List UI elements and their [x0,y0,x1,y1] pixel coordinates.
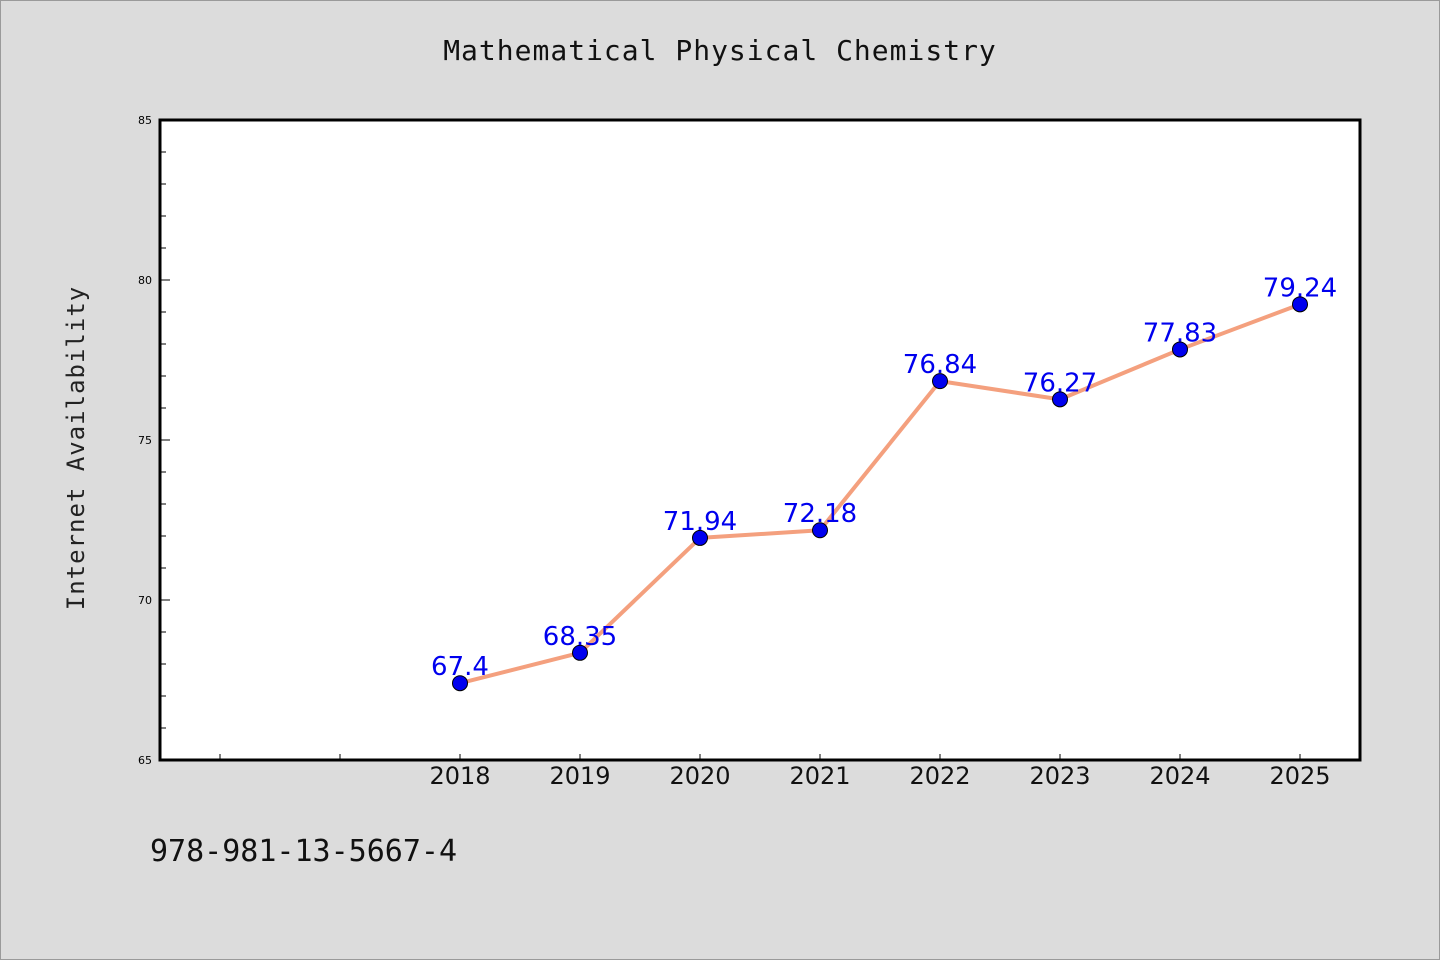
data-point [1052,391,1068,408]
data-point [572,644,588,661]
data-point [1292,296,1308,313]
x-tick-label: 2020 [669,762,730,790]
data-label: 71.94 [663,507,737,537]
data-point [452,675,468,692]
data-point [692,529,708,546]
series-line [458,302,1302,686]
x-tick-label: 2022 [909,762,970,790]
x-tick-label: 2021 [789,762,850,790]
data-label: 67.4 [431,652,489,682]
series-group: 67.4 68.35 71.94 72.18 76.84 76.27 77.83 79.24 [431,273,1337,692]
x-tick-label: 2023 [1029,762,1090,790]
y-axis: 65 70 75 80 85 [138,114,170,767]
x-tick-label: 2018 [429,762,490,790]
y-tick-label: 85 [138,114,152,127]
data-label: 76.84 [903,350,977,380]
data-label: 79.24 [1263,273,1337,303]
data-point [932,373,948,390]
y-tick-label: 75 [138,434,152,447]
data-label: 68.35 [543,622,617,652]
data-label: 72.18 [783,499,857,529]
x-tick-label: 2019 [549,762,610,790]
isbn-text: 978-981-13-5667-4 [150,834,458,869]
y-tick-label: 80 [138,274,152,287]
chart-title: Mathematical Physical Chemistry [443,34,997,67]
plot-area [158,118,1362,762]
data-point [1172,341,1188,358]
data-label: 76.27 [1023,368,1097,398]
data-point [812,522,828,539]
x-axis: 2018 2019 2020 2021 2022 2023 2024 2025 [219,754,1331,790]
data-label: 77.83 [1143,318,1217,348]
y-tick-label: 65 [138,754,152,767]
x-tick-label: 2025 [1269,762,1330,790]
x-tick-label: 2024 [1149,762,1210,790]
y-tick-label: 70 [138,594,152,607]
